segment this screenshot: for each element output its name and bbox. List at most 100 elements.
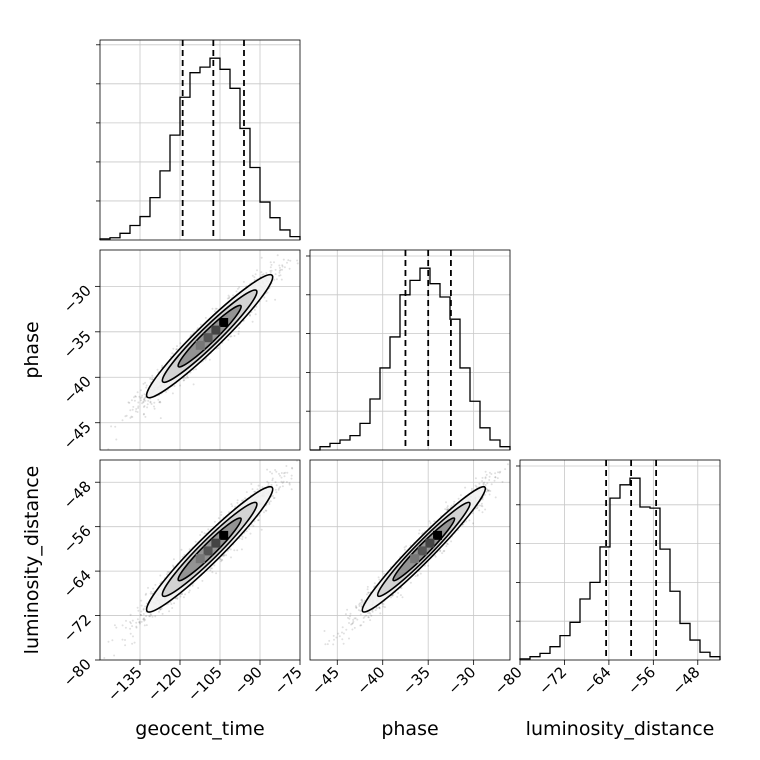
sample-point [219,558,222,560]
sample-point [159,417,162,420]
sample-point [286,261,288,264]
sample-point [345,628,348,631]
sample-point [261,486,264,489]
sample-point [254,273,257,276]
sample-point [328,639,331,642]
sample-point [180,548,183,551]
sample-point [351,622,354,625]
sample-point [138,622,141,625]
sample-point [159,574,162,577]
sample-point [140,610,143,613]
sample-point [241,538,244,541]
sample-point [149,615,152,618]
sample-point [493,479,496,482]
sample-point [245,530,248,533]
sample-point [366,585,369,588]
sample-point [271,477,274,480]
sample-point [296,460,298,462]
sample-point [127,401,130,404]
sample-point [418,529,421,532]
sample-point [310,237,312,239]
sample-point [190,333,193,336]
sample-point [352,620,355,623]
sample-point [281,268,284,271]
sample-point [424,564,426,567]
sample-point [179,384,182,387]
sample-point [182,596,185,599]
sample-point [176,598,179,600]
sample-point [487,489,489,492]
sample-point [304,456,306,458]
sample-point [360,599,363,602]
sample-point [142,413,145,416]
sample-point [176,596,179,599]
sample-point [480,504,483,507]
sample-point [278,472,280,475]
histogram-step [99,57,301,240]
sample-point [199,323,202,326]
sample-point [172,347,175,350]
histogram-step [519,477,721,660]
panel-frame [309,249,511,451]
sample-point [143,397,146,400]
sample-point [161,612,164,615]
sample-point [111,639,114,642]
sample-point [290,477,293,480]
sample-point [223,553,226,556]
sample-point [144,593,147,596]
sample-point [484,476,487,479]
sample-point [248,313,251,316]
sample-point [269,266,272,269]
sample-point [253,308,256,311]
sample-point [115,438,118,441]
sample-point [204,316,207,319]
sample-point [143,393,146,396]
sample-point [179,595,182,598]
sample-point [175,348,178,351]
sample-point [171,564,174,567]
sample-point [367,616,370,619]
sample-point [135,408,138,410]
sample-point [125,414,128,417]
sample-point [253,490,256,493]
sample-point [301,251,303,253]
sample-point [365,614,368,617]
sample-point [242,280,245,283]
density-layer [323,463,509,646]
sample-point [358,605,361,607]
sample-point [275,491,278,494]
panel-frame [99,39,301,241]
sample-point [149,400,152,403]
sample-point [253,520,256,523]
sample-point [303,248,305,250]
sample-point [151,592,154,595]
sample-point [176,348,178,351]
sample-point [464,486,467,489]
sample-point [486,489,489,492]
sample-point [251,274,254,277]
sample-point [242,499,245,502]
sample-point [263,296,266,299]
sample-point [494,496,497,499]
sample-point [191,584,194,587]
sample-point [143,617,146,620]
sample-point [485,473,488,476]
sample-point [299,452,301,454]
sample-point [140,604,143,607]
sample-point [280,278,283,281]
sample-point [283,266,286,269]
sample-point [217,517,220,520]
sample-point [138,395,141,398]
sample-point [129,613,132,616]
sample-point [145,386,148,389]
sample-point [355,606,358,609]
sample-point [146,403,149,406]
sample-point [283,472,285,475]
density-layer [107,237,312,450]
sample-point [281,485,284,488]
sample-point [183,379,186,382]
sample-point [275,484,278,487]
sample-point [251,488,254,491]
sample-point [129,627,132,630]
sample-point [209,567,212,570]
